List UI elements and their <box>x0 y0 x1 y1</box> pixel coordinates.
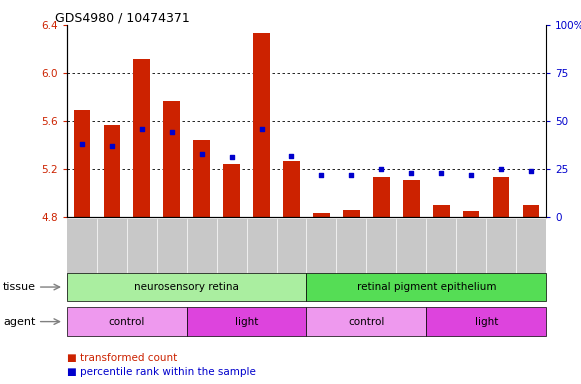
Bar <box>403 180 419 217</box>
Bar <box>74 110 90 217</box>
Bar <box>523 205 539 217</box>
Point <box>107 143 116 149</box>
Point <box>137 126 146 132</box>
Bar <box>163 101 180 217</box>
Point <box>167 129 176 136</box>
Text: retinal pigment epithelium: retinal pigment epithelium <box>357 282 496 292</box>
Bar <box>193 140 210 217</box>
Point <box>317 172 326 178</box>
Text: light: light <box>475 316 498 327</box>
Text: GDS4980 / 10474371: GDS4980 / 10474371 <box>55 12 190 25</box>
Point <box>227 154 236 161</box>
Bar <box>253 33 270 217</box>
Bar <box>103 124 120 217</box>
Text: control: control <box>348 316 385 327</box>
Bar <box>284 161 300 217</box>
Point <box>347 172 356 178</box>
Text: ■ percentile rank within the sample: ■ percentile rank within the sample <box>67 367 256 377</box>
Text: ■ transformed count: ■ transformed count <box>67 353 177 363</box>
Point <box>467 172 476 178</box>
Point <box>526 168 536 174</box>
Bar <box>343 210 360 217</box>
Point <box>257 126 266 132</box>
Bar <box>373 177 390 217</box>
Bar <box>493 177 510 217</box>
Point <box>376 166 386 172</box>
Text: neurosensory retina: neurosensory retina <box>134 282 239 292</box>
Text: agent: agent <box>3 316 35 327</box>
Point <box>407 170 416 176</box>
Bar <box>433 205 450 217</box>
Point <box>497 166 506 172</box>
Point <box>197 151 206 157</box>
Bar <box>134 59 150 217</box>
Text: tissue: tissue <box>3 282 36 292</box>
Point <box>77 141 87 147</box>
Text: control: control <box>109 316 145 327</box>
Bar <box>223 164 240 217</box>
Point <box>437 170 446 176</box>
Text: light: light <box>235 316 258 327</box>
Point <box>287 152 296 159</box>
Bar <box>463 211 479 217</box>
Bar <box>313 214 329 217</box>
